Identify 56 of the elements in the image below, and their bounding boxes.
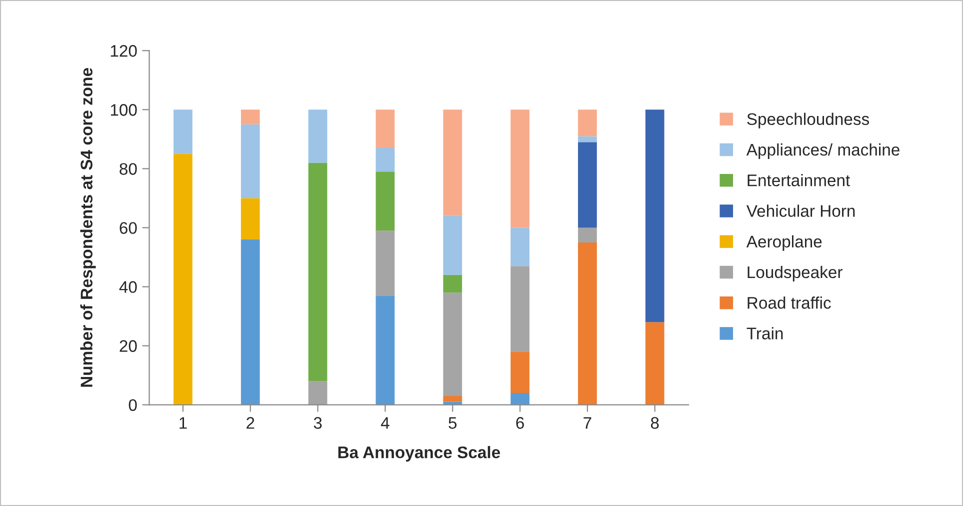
bar xyxy=(645,322,664,405)
bar xyxy=(308,110,328,163)
bar xyxy=(240,198,260,240)
y-tick-label: 80 xyxy=(120,163,137,175)
bar xyxy=(578,242,597,405)
bar xyxy=(578,110,597,136)
bar xyxy=(240,124,260,198)
x-axis-title: Ba Annoyance Scale xyxy=(338,446,500,462)
x-tick-label: 1 xyxy=(180,417,187,429)
legend-label: Loudspeaker xyxy=(748,266,842,282)
bar xyxy=(174,154,192,405)
bar xyxy=(443,396,462,402)
x-tick-label: 3 xyxy=(314,417,322,429)
bar xyxy=(578,228,597,242)
y-tick-label: 0 xyxy=(128,399,137,412)
bar xyxy=(376,110,395,148)
bar xyxy=(645,110,664,322)
y-tick-label: 40 xyxy=(119,281,137,293)
legend-label: Entertainment xyxy=(748,174,850,186)
x-tick-label: 8 xyxy=(650,417,659,429)
legend-label: Aeroplane xyxy=(746,235,822,251)
bar xyxy=(376,296,395,405)
legend-label: Train xyxy=(746,327,783,340)
legend-label: Vehicular Horn xyxy=(746,204,855,217)
x-tick-label: 6 xyxy=(516,417,524,429)
x-tick-label: 7 xyxy=(584,417,592,429)
bar xyxy=(510,266,530,352)
bar xyxy=(510,392,530,405)
y-tick-label: 120 xyxy=(110,45,137,57)
bar xyxy=(308,162,328,382)
bar xyxy=(240,110,260,124)
bar xyxy=(578,136,597,142)
bar xyxy=(376,148,395,172)
legend-label: Road traffic xyxy=(748,296,831,309)
legend-label: Appliances/ machine xyxy=(746,143,900,159)
x-tick-label: 5 xyxy=(448,417,457,429)
bar xyxy=(240,240,260,405)
bar xyxy=(308,381,328,405)
y-tick-label: 60 xyxy=(120,222,137,234)
y-tick-label: 20 xyxy=(120,340,137,352)
bar xyxy=(376,172,395,231)
bar xyxy=(376,230,395,296)
bar xyxy=(443,292,462,396)
bar xyxy=(510,352,530,393)
bar xyxy=(443,216,462,275)
legend-label: Speechloudness xyxy=(747,112,870,128)
x-tick-label: 4 xyxy=(380,417,390,429)
bar xyxy=(443,110,462,216)
bar xyxy=(578,142,597,228)
y-tick-label: 100 xyxy=(110,104,137,116)
x-tick-label: 2 xyxy=(246,417,254,429)
y-axis-title: Number of Respondents at S4 core zone xyxy=(80,68,96,387)
bar xyxy=(174,110,192,154)
bar xyxy=(510,110,530,228)
bar xyxy=(443,274,462,293)
bar xyxy=(510,228,530,266)
